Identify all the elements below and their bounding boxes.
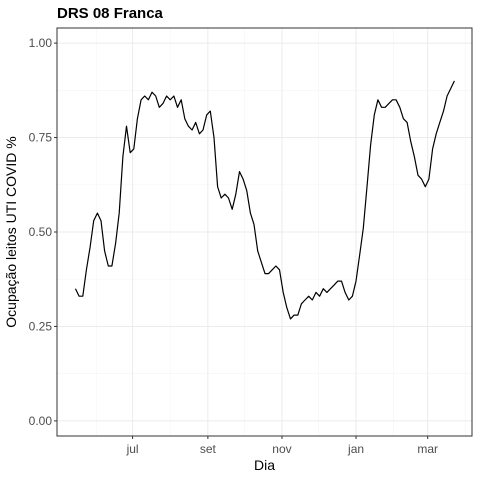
y-tick-label: 0.50	[29, 225, 53, 239]
y-axis-title: Ocupação leitos UTI COVID %	[3, 136, 19, 327]
y-tick-label: 0.75	[29, 131, 53, 145]
series-line	[74, 80, 455, 320]
y-axis: 0.00 0.25 0.50 0.75 1.00	[29, 36, 57, 428]
y-tick-label: 0.25	[29, 319, 53, 333]
x-tick-label: nov	[272, 442, 291, 456]
x-tick-label: jan	[347, 442, 364, 456]
x-tick-label: mar	[417, 442, 438, 456]
x-axis: jul set nov jan mar	[126, 436, 438, 456]
x-tick-label: set	[200, 442, 217, 456]
y-tick-label: 1.00	[29, 36, 53, 50]
x-tick-label: jul	[126, 442, 139, 456]
major-gridlines	[57, 28, 472, 436]
chart-title: DRS 08 Franca	[57, 5, 164, 22]
plot-panel	[56, 27, 473, 437]
y-tick-label: 0.00	[29, 414, 53, 428]
x-axis-title: Dia	[254, 457, 275, 473]
